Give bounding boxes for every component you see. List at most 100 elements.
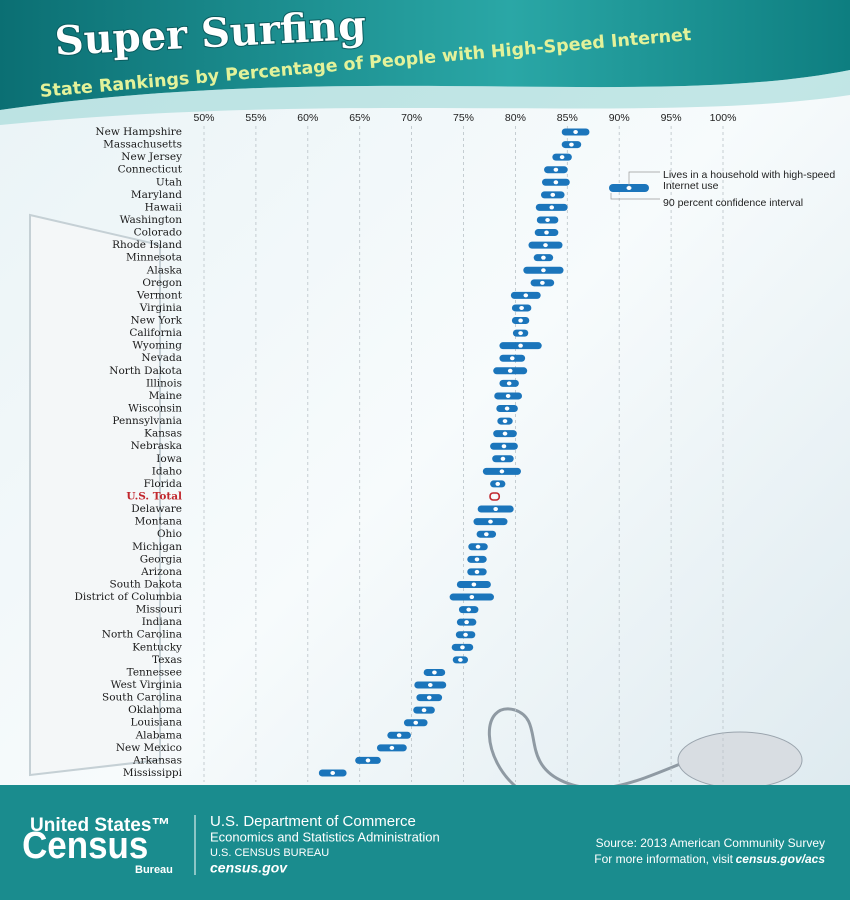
category-label: Oregon [142, 277, 182, 289]
estimate-dot [569, 142, 574, 147]
dept: U.S. Department of Commerce [210, 813, 416, 830]
estimate-dot [549, 205, 555, 210]
estimate-dot [519, 305, 524, 310]
header-wave [0, 70, 850, 125]
category-label: Washington [120, 214, 183, 226]
legend: Lives in a household with high-speed Int… [609, 170, 836, 209]
estimate-dot [504, 406, 510, 411]
category-label: Arkansas [132, 754, 182, 766]
estimate-dot [474, 557, 480, 562]
category-label: Colorado [134, 227, 182, 239]
estimate-dot [500, 456, 506, 461]
category-label: Kansas [144, 428, 182, 440]
estimate-dot [458, 657, 463, 662]
estimate-dot [518, 331, 523, 336]
legend-error-label: 90 percent confidence interval [663, 197, 803, 209]
plot: 50% 55% 60% 65% 70% 75% 80% 85% 90% 95% 100% New Ha… [74, 112, 736, 782]
category-label: Indiana [142, 616, 182, 628]
estimate-dot [543, 243, 548, 248]
estimate-dot [471, 582, 477, 587]
category-label: Maine [149, 390, 182, 402]
site: census.gov [210, 860, 288, 876]
estimate-dot [573, 130, 578, 134]
category-label: Missouri [136, 604, 183, 616]
category-label: Florida [144, 478, 182, 490]
category-label: Pennsylvania [112, 415, 182, 427]
category-label: Vermont [136, 289, 183, 301]
x-tick-label: 85% [557, 112, 578, 124]
estimate-dot [502, 419, 508, 424]
estimate-dot [466, 607, 471, 612]
estimate-dot [501, 444, 507, 449]
category-label: Georgia [140, 553, 182, 565]
admin: Economics and Statistics Administration [210, 829, 440, 844]
category-label: Alaska [146, 264, 182, 276]
x-tick-label: 60% [297, 112, 318, 124]
x-tick-label: 100% [710, 112, 737, 124]
footer-band [0, 785, 850, 900]
estimate-dot [553, 167, 559, 172]
legend-dot [626, 186, 632, 190]
category-label: South Carolina [102, 692, 182, 704]
category-label: New Mexico [116, 742, 182, 754]
estimate-dot [493, 494, 496, 499]
estimate-dot [475, 544, 481, 549]
category-label: California [129, 327, 182, 339]
more-info: For more information, visit [594, 852, 733, 866]
x-tick-label: 55% [245, 112, 266, 124]
category-label: Utah [156, 176, 182, 188]
more-link: census.gov/acs [736, 852, 826, 866]
category-label: West Virginia [111, 679, 182, 691]
monitor [29, 213, 161, 777]
legend-leader [610, 171, 660, 200]
estimate-dot [505, 393, 511, 398]
category-label: Delaware [131, 503, 182, 515]
category-label: Kentucky [132, 641, 182, 653]
estimate-dot [427, 683, 433, 688]
estimate-dot [502, 431, 508, 436]
estimate-dot [559, 155, 565, 160]
x-tick-label: 65% [349, 112, 370, 124]
estimate-dot [330, 771, 336, 775]
category-label: Wyoming [132, 340, 182, 352]
header-band [0, 0, 850, 110]
category-label: Ohio [157, 528, 182, 540]
estimate-dot [544, 230, 549, 235]
estimate-dot [413, 720, 419, 725]
bureau: U.S. CENSUS BUREAU [210, 847, 329, 859]
estimate-dot [463, 632, 468, 637]
estimate-dot [518, 318, 523, 323]
estimate-dot [464, 620, 469, 625]
logo-main: Census [22, 824, 148, 867]
category-label: District of Columbia [74, 591, 182, 603]
category-label: Illinois [146, 377, 182, 389]
estimate-dot [509, 356, 515, 361]
estimate-dot [553, 180, 559, 185]
category-label: U.S. Total [126, 490, 182, 502]
estimate-dot [541, 255, 546, 260]
estimate-dot [421, 708, 427, 713]
legend-series-name: Lives in a household with high-speed Int… [663, 170, 836, 192]
logo-bottom: Bureau [135, 864, 173, 876]
logo-top: United States™ [30, 815, 170, 836]
category-label: Wisconsin [128, 403, 182, 415]
estimate-dot [426, 695, 432, 700]
estimate-dot [495, 481, 501, 486]
category-label: Iowa [156, 453, 182, 465]
estimate-dot [396, 733, 402, 738]
estimate-dot [541, 268, 546, 273]
estimate-dot [540, 280, 545, 285]
source: Source: 2013 American Community Survey [596, 836, 825, 850]
x-tick-label: 80% [505, 112, 526, 124]
estimate-dot [518, 343, 523, 348]
category-label: Montana [135, 516, 182, 528]
estimate-dot [469, 595, 475, 600]
estimate-dot [474, 569, 480, 574]
confidence-interval [489, 492, 501, 501]
category-label: Minnesota [126, 252, 182, 264]
category-label: Hawaii [145, 201, 183, 213]
category-label: Idaho [152, 465, 182, 477]
category-label: Tennessee [127, 666, 182, 678]
category-label: Rhode Island [112, 239, 182, 251]
